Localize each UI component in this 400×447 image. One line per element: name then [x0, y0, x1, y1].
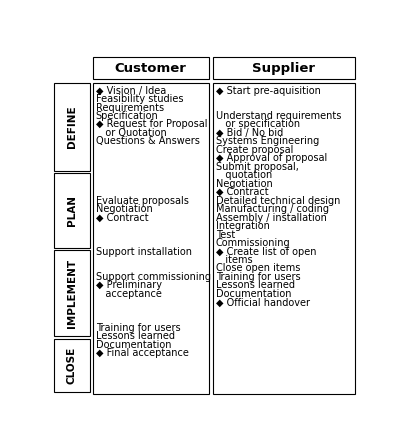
FancyBboxPatch shape: [213, 58, 354, 79]
Text: ◆ Start pre-aquisition: ◆ Start pre-aquisition: [216, 85, 321, 96]
Text: Assembly / installation: Assembly / installation: [216, 213, 327, 223]
FancyBboxPatch shape: [54, 173, 90, 248]
Text: ◆ Approval of proposal: ◆ Approval of proposal: [216, 153, 327, 163]
Text: Requirements: Requirements: [96, 102, 164, 113]
Text: Test: Test: [216, 230, 235, 240]
Text: ◆ Vision / Idea: ◆ Vision / Idea: [96, 85, 166, 96]
Text: ◆ Create list of open: ◆ Create list of open: [216, 247, 316, 257]
Text: ◆ Request for Proposal: ◆ Request for Proposal: [96, 119, 207, 130]
Text: Support commissioning: Support commissioning: [96, 272, 211, 282]
Text: ◆ Preliminary: ◆ Preliminary: [96, 280, 162, 291]
Text: DEFINE: DEFINE: [67, 105, 77, 148]
Text: Manufacturing / coding: Manufacturing / coding: [216, 204, 329, 214]
Text: items: items: [216, 255, 252, 265]
Text: Customer: Customer: [115, 62, 187, 75]
FancyBboxPatch shape: [93, 58, 209, 79]
Text: IMPLEMENT: IMPLEMENT: [67, 258, 77, 328]
Text: Detailed technical design: Detailed technical design: [216, 196, 340, 206]
Text: Support installation: Support installation: [96, 247, 192, 257]
Text: Integration: Integration: [216, 221, 270, 231]
Text: Negotiation: Negotiation: [96, 204, 152, 214]
FancyBboxPatch shape: [54, 250, 90, 336]
Text: or Quotation: or Quotation: [96, 128, 166, 138]
Text: Supplier: Supplier: [252, 62, 315, 75]
FancyBboxPatch shape: [54, 83, 90, 171]
Text: Systems Engineering: Systems Engineering: [216, 136, 319, 147]
Text: Understand requirements: Understand requirements: [216, 111, 341, 121]
Text: quotation: quotation: [216, 170, 272, 180]
Text: Negotiation: Negotiation: [216, 179, 273, 189]
Text: Lessons learned: Lessons learned: [96, 331, 175, 341]
Text: Feasibility studies: Feasibility studies: [96, 94, 183, 104]
Text: ◆ Official handover: ◆ Official handover: [216, 297, 310, 308]
Text: or specification: or specification: [216, 119, 300, 130]
Text: Create proposal: Create proposal: [216, 145, 293, 155]
FancyBboxPatch shape: [213, 83, 354, 394]
Text: acceptance: acceptance: [96, 289, 162, 299]
Text: Submit proposal,: Submit proposal,: [216, 162, 299, 172]
Text: Documentation: Documentation: [96, 340, 171, 350]
FancyBboxPatch shape: [54, 338, 90, 392]
FancyBboxPatch shape: [93, 83, 209, 394]
Text: Documentation: Documentation: [216, 289, 291, 299]
Text: Evaluate proposals: Evaluate proposals: [96, 196, 189, 206]
Text: ◆ Bid / No bid: ◆ Bid / No bid: [216, 128, 283, 138]
Text: Close open items: Close open items: [216, 263, 300, 274]
Text: PLAN: PLAN: [67, 195, 77, 226]
Text: Commissioning: Commissioning: [216, 238, 290, 248]
Text: ◆ Contract: ◆ Contract: [96, 213, 148, 223]
Text: Training for users: Training for users: [216, 272, 300, 282]
Text: ◆ Contract: ◆ Contract: [216, 187, 268, 197]
Text: Specification: Specification: [96, 111, 158, 121]
Text: ◆ Final acceptance: ◆ Final acceptance: [96, 348, 189, 358]
Text: Training for users: Training for users: [96, 323, 180, 333]
Text: CLOSE: CLOSE: [67, 347, 77, 384]
Text: Lessons learned: Lessons learned: [216, 280, 295, 291]
Text: Questions & Answers: Questions & Answers: [96, 136, 200, 147]
